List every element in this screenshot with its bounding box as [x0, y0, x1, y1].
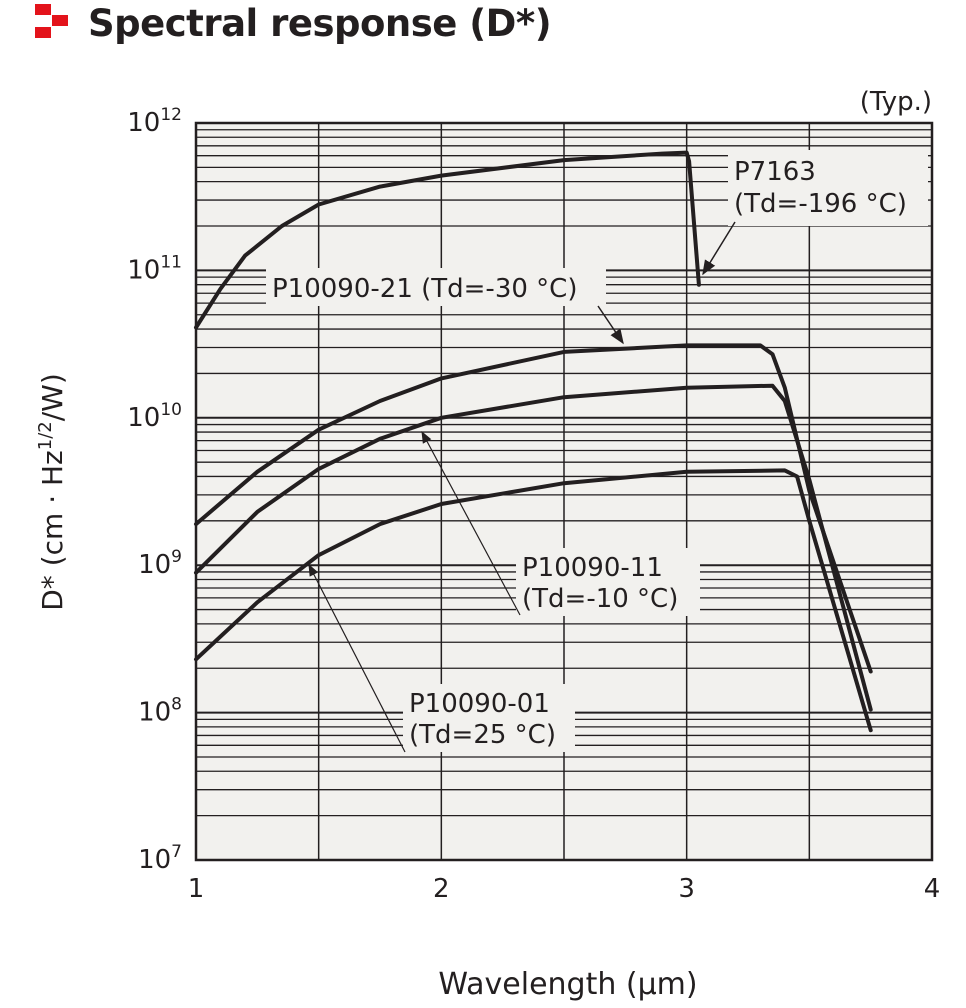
y-tick-label: 107	[138, 842, 182, 875]
x-tick-label: 3	[678, 874, 695, 904]
label-line: P10090-01	[409, 689, 550, 719]
y-axis-label: D* (cm · Hz1/2/W)	[35, 373, 69, 611]
series-line-p10090-01	[194, 468, 873, 733]
x-tick-label: 2	[433, 874, 450, 904]
x-tick-label: 1	[188, 874, 205, 904]
chart-title: Spectral response (D*)	[88, 2, 552, 45]
title-text: Spectral response (D*)	[88, 2, 552, 45]
y-tick-label: 108	[138, 695, 182, 728]
y-tick-label: 1011	[127, 252, 182, 285]
title-logo-icon	[35, 4, 68, 38]
x-tick-label: 4	[924, 874, 941, 904]
y-tick-label: 109	[138, 547, 182, 580]
plot-frame	[194, 121, 934, 862]
ylabel-sup: 1/2	[35, 421, 56, 450]
annotation-p10090-21: P10090-21 (Td=-30 °C)	[266, 268, 624, 345]
ticks: 1 2 3 4 1012 1011 1010 109 108 107	[127, 105, 940, 904]
label-line: P10090-11	[522, 553, 663, 583]
ylabel-pre: D* (cm · Hz	[36, 450, 69, 611]
svg-text:D* (cm · Hz1/2/W): D* (cm · Hz1/2/W)	[35, 373, 69, 611]
x-axis-label: Wavelength (µm)	[438, 967, 697, 1002]
annotation-p10090-01: P10090-01 (Td=25 °C)	[308, 563, 575, 753]
y-tick-label: 1012	[127, 105, 182, 138]
ylabel-post: /W)	[36, 373, 69, 421]
series-line-p10090-21	[194, 343, 873, 674]
label-line: (Td=-10 °C)	[522, 584, 678, 614]
annotation-p10090-11: P10090-11 (Td=-10 °C)	[421, 430, 700, 616]
label-line: (Td=25 °C)	[409, 720, 556, 750]
y-tick-label: 1010	[127, 400, 182, 433]
typ-note: (Typ.)	[860, 87, 932, 117]
curves	[194, 150, 873, 733]
label-line: P10090-21 (Td=-30 °C)	[272, 274, 577, 304]
annotation-p7163: P7163 (Td=-196 °C)	[702, 150, 928, 276]
series-line-p7163	[194, 150, 701, 330]
series-line-p10090-11	[194, 383, 873, 712]
label-line: P7163	[734, 157, 816, 187]
label-line: (Td=-196 °C)	[734, 189, 907, 219]
